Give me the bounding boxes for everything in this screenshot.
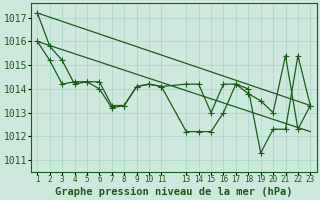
X-axis label: Graphe pression niveau de la mer (hPa): Graphe pression niveau de la mer (hPa) <box>55 186 292 197</box>
